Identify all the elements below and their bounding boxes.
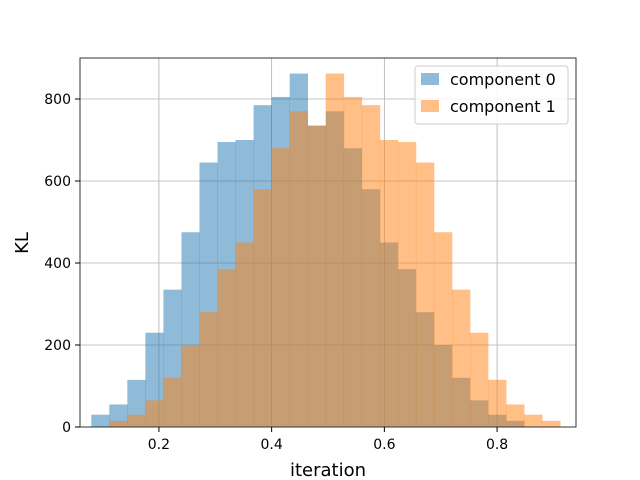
histogram-bar xyxy=(470,332,489,427)
histogram-bar xyxy=(361,105,381,428)
histogram-bar xyxy=(235,242,254,427)
histogram-bar xyxy=(542,420,561,427)
legend: component 0 component 1 xyxy=(414,65,569,125)
series-1-bars xyxy=(109,73,561,428)
histogram-bar xyxy=(343,96,363,427)
axis-ticks: 0.2 0.4 0.6 0.8 0 200 400 600 800 xyxy=(44,92,508,453)
legend-swatch-component-1 xyxy=(421,100,439,112)
x-tick-label: 0.6 xyxy=(373,437,395,453)
histogram-bar xyxy=(452,289,471,427)
histogram-bar xyxy=(163,377,182,427)
legend-label-component-0: component 0 xyxy=(450,70,556,89)
plot-frame xyxy=(79,57,577,428)
histogram-bar xyxy=(217,269,236,427)
x-axis-label: iteration xyxy=(290,460,366,480)
y-axis-label: KL xyxy=(12,232,33,254)
y-tick-label: 200 xyxy=(44,338,71,354)
histogram-bar xyxy=(181,345,200,427)
x-tick-label: 0.2 xyxy=(148,437,170,453)
x-tick-label: 0.4 xyxy=(261,437,283,453)
histogram-bar xyxy=(109,420,128,427)
histogram-bar xyxy=(325,73,345,427)
histogram-bar xyxy=(488,379,507,427)
histogram-bar xyxy=(524,414,543,427)
histogram-bar xyxy=(289,111,309,428)
histogram-bar xyxy=(253,189,272,427)
histogram-bar xyxy=(127,414,146,427)
y-tick-label: 0 xyxy=(62,420,71,436)
legend-swatch-component-0 xyxy=(421,73,439,85)
histogram-bar xyxy=(379,140,399,427)
histogram-bar xyxy=(433,232,453,427)
histogram-bar xyxy=(397,142,417,428)
histogram-bar xyxy=(91,414,110,427)
y-tick-label: 400 xyxy=(44,256,71,272)
histogram-bar xyxy=(199,312,218,427)
legend-box xyxy=(414,65,569,125)
histogram-bar xyxy=(307,125,327,428)
y-tick-label: 600 xyxy=(44,174,71,190)
histogram-bars xyxy=(91,73,561,428)
histogram-bar xyxy=(506,404,525,427)
histogram-bar xyxy=(145,400,164,427)
histogram-bar xyxy=(415,162,435,428)
x-tick-label: 0.8 xyxy=(486,437,508,453)
legend-label-component-1: component 1 xyxy=(450,97,556,116)
y-tick-label: 800 xyxy=(44,92,71,108)
histogram-bar xyxy=(271,148,290,427)
